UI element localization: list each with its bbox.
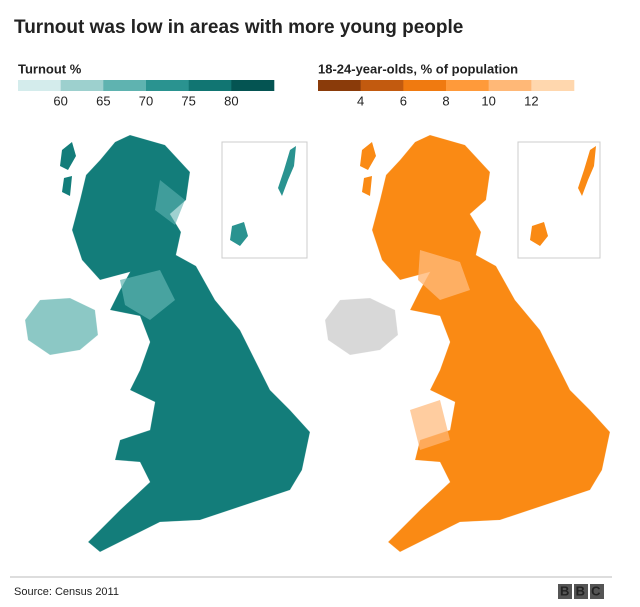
inset-box [517, 141, 601, 259]
legend-tick-label: 12 [524, 93, 538, 108]
legend-swatch [360, 80, 404, 91]
islands [230, 146, 296, 246]
legend-swatch [531, 80, 575, 91]
legend-swatch [231, 80, 275, 91]
hebrides [60, 142, 76, 196]
legend-swatch [318, 80, 361, 91]
legend-tick-label: 4 [357, 93, 364, 108]
region [410, 400, 450, 450]
legend-tick-label: 70 [139, 93, 153, 108]
logo-text: BBC [560, 583, 607, 598]
legend-tick-label: 80 [224, 93, 238, 108]
legend-swatch [403, 80, 447, 91]
legend-swatch [60, 80, 104, 91]
legend: Turnout % 60 65 70 75 80 [18, 61, 275, 108]
great-britain [71, 134, 311, 553]
legend-tick-label: 65 [96, 93, 110, 108]
turnout-map [24, 134, 311, 553]
source: Source: Census 2011 [14, 586, 119, 598]
legend-tick-label: 8 [442, 93, 449, 108]
legend: 18-24-year-olds, % of population 4 6 8 10 12 [318, 61, 575, 108]
logo-box [574, 584, 588, 599]
islands [530, 146, 596, 246]
region [120, 270, 175, 320]
logo-box [558, 584, 572, 599]
hebrides [360, 142, 376, 196]
legend-tick-label: 6 [400, 93, 407, 108]
legend-swatch [188, 80, 232, 91]
northern-ireland [324, 297, 399, 356]
region [155, 180, 185, 225]
legend-swatch [18, 80, 61, 91]
northern-ireland [24, 297, 99, 356]
legend-swatch [103, 80, 147, 91]
legend-title: Turnout % [18, 61, 82, 76]
legend-tick-label: 10 [481, 93, 495, 108]
great-britain [371, 134, 611, 553]
legend-title: 18-24-year-olds, % of population [318, 61, 518, 76]
logo-box [590, 584, 604, 599]
legend-swatch [488, 80, 532, 91]
legend-swatch [446, 80, 489, 91]
youth-map [324, 134, 611, 553]
logo: BBC [558, 583, 607, 599]
legend-swatch [146, 80, 189, 91]
region [418, 250, 470, 300]
inset-box [221, 141, 308, 259]
legend-tick-label: 60 [53, 93, 67, 108]
title: Turnout was low in areas with more young… [14, 17, 463, 38]
legend-tick-label: 75 [181, 93, 195, 108]
